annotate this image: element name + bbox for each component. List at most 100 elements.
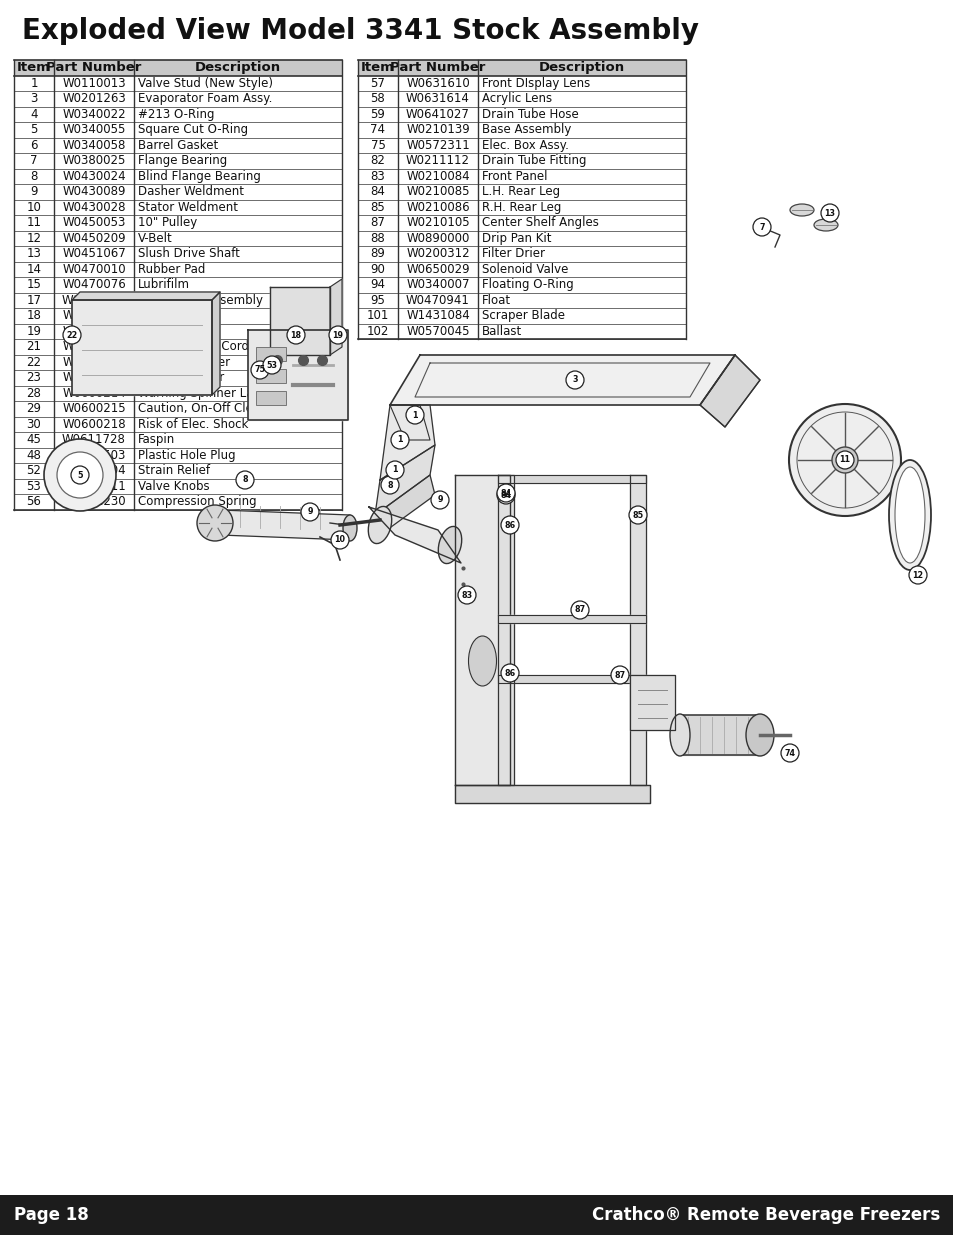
Text: W0641027: W0641027 [406, 107, 470, 121]
Text: W0631230: W0631230 [62, 495, 126, 509]
Circle shape [628, 506, 646, 524]
Text: Light Reflector: Light Reflector [138, 372, 224, 384]
Text: R.H. Rear Leg: R.H. Rear Leg [481, 201, 560, 214]
Text: Strain Relief: Strain Relief [138, 464, 210, 477]
Text: Front Panel: Front Panel [481, 169, 547, 183]
Circle shape [331, 531, 349, 550]
Text: 53: 53 [27, 479, 41, 493]
Ellipse shape [468, 636, 496, 685]
Circle shape [497, 484, 515, 501]
Text: W0210086: W0210086 [406, 201, 469, 214]
Text: Power Supply Cord: Power Supply Cord [138, 341, 249, 353]
Text: 1: 1 [392, 466, 397, 474]
Text: 59: 59 [370, 107, 385, 121]
Bar [0, 1195, 953, 1235]
Polygon shape [497, 676, 645, 683]
Text: 18: 18 [27, 309, 41, 322]
Text: W0470010: W0470010 [62, 263, 126, 275]
Text: W0631610: W0631610 [406, 77, 470, 90]
Polygon shape [270, 287, 330, 354]
Polygon shape [220, 510, 350, 540]
Text: 1: 1 [30, 77, 38, 90]
Polygon shape [629, 475, 645, 785]
Text: 74: 74 [370, 124, 385, 136]
Circle shape [431, 492, 449, 509]
Text: 13: 13 [27, 247, 41, 261]
Text: W0480450: W0480450 [62, 325, 126, 337]
Text: 1: 1 [396, 436, 402, 445]
Text: 58: 58 [370, 93, 385, 105]
Text: 5: 5 [30, 124, 38, 136]
Text: W0200312: W0200312 [406, 247, 469, 261]
Circle shape [831, 447, 857, 473]
Polygon shape [390, 354, 734, 405]
Text: W0470941: W0470941 [406, 294, 470, 306]
Text: Exploded View Model 3341 Stock Assembly: Exploded View Model 3341 Stock Assembly [22, 17, 699, 44]
Text: 11: 11 [839, 456, 850, 464]
Polygon shape [369, 508, 460, 563]
Text: Valve Handle: Valve Handle [138, 309, 215, 322]
Text: Valve Knobs: Valve Knobs [138, 479, 210, 493]
Text: Front DIsplay Lens: Front DIsplay Lens [481, 77, 590, 90]
Text: 74: 74 [783, 748, 795, 757]
Circle shape [287, 326, 305, 345]
Polygon shape [71, 300, 212, 395]
Text: Ballast: Ballast [481, 325, 521, 337]
Text: W0450209: W0450209 [62, 232, 126, 245]
Text: W0600214: W0600214 [62, 387, 126, 400]
Text: Float: Float [481, 294, 511, 306]
Text: Faspin: Faspin [138, 433, 175, 446]
Text: 84: 84 [500, 489, 511, 498]
Circle shape [380, 475, 398, 494]
Text: W0110013: W0110013 [62, 77, 126, 90]
Text: Solenoid Valve: Solenoid Valve [481, 263, 568, 275]
Polygon shape [330, 279, 341, 354]
Text: Floating O-Ring: Floating O-Ring [481, 278, 573, 291]
Text: Crathco® Remote Beverage Freezers: Crathco® Remote Beverage Freezers [591, 1207, 939, 1224]
Bar [14, 61, 341, 510]
Text: W0450053: W0450053 [62, 216, 126, 230]
Bar [357, 61, 685, 75]
Text: 57: 57 [370, 77, 385, 90]
Ellipse shape [888, 459, 930, 571]
Bar [255, 347, 286, 361]
Circle shape [71, 466, 89, 484]
Text: W0430024: W0430024 [62, 169, 126, 183]
Circle shape [565, 370, 583, 389]
Text: Carburetor Assembly: Carburetor Assembly [138, 294, 263, 306]
Text: 87: 87 [370, 216, 385, 230]
Text: Stator Weldment: Stator Weldment [138, 201, 237, 214]
Text: 84: 84 [370, 185, 385, 199]
Text: 9: 9 [30, 185, 38, 199]
Text: Lubrifilm: Lubrifilm [138, 278, 190, 291]
Text: Square Cut O-Ring: Square Cut O-Ring [138, 124, 248, 136]
Circle shape [788, 404, 900, 516]
Polygon shape [455, 475, 510, 785]
Text: 3: 3 [572, 375, 578, 384]
Circle shape [263, 356, 281, 374]
Circle shape [44, 438, 116, 511]
Circle shape [571, 601, 588, 619]
Bar [255, 369, 286, 383]
Circle shape [406, 406, 423, 424]
Text: 84: 84 [500, 490, 511, 499]
Text: Caution, On-Off Clean: Caution, On-Off Clean [138, 403, 268, 415]
Text: 3: 3 [30, 93, 38, 105]
Polygon shape [455, 785, 649, 803]
Text: Elec. Box Assy.: Elec. Box Assy. [481, 138, 568, 152]
Text: L.H. Rear Leg: L.H. Rear Leg [481, 185, 559, 199]
Text: W0380025: W0380025 [62, 154, 126, 167]
Text: 22: 22 [67, 331, 77, 340]
Text: 87: 87 [574, 605, 585, 615]
Text: 85: 85 [632, 510, 643, 520]
Text: 23: 23 [27, 372, 41, 384]
Text: W0600215: W0600215 [62, 403, 126, 415]
Text: W1431084: W1431084 [406, 309, 470, 322]
Polygon shape [375, 445, 435, 515]
Text: Acrylic Lens: Acrylic Lens [481, 93, 552, 105]
Ellipse shape [789, 204, 813, 216]
Text: W0430028: W0430028 [62, 201, 126, 214]
Text: 8: 8 [242, 475, 248, 484]
Text: 19: 19 [333, 331, 343, 340]
Circle shape [196, 505, 233, 541]
